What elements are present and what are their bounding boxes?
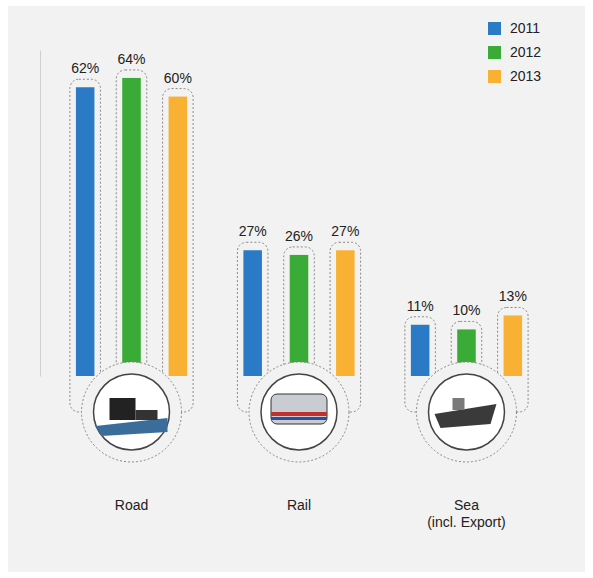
x-tick-label: Sea(incl. Export) [427, 497, 506, 530]
bar [243, 250, 262, 376]
x-tick-label: Road [115, 497, 148, 513]
icon-ring [249, 362, 349, 462]
train [271, 394, 327, 424]
legend-label: 2013 [510, 68, 541, 84]
x-tick-label: Rail [287, 497, 311, 513]
bar [122, 78, 141, 376]
legend: 2011 2012 2013 [488, 20, 541, 84]
icon-circle [94, 374, 170, 450]
capsule [116, 70, 147, 412]
road [96, 418, 168, 436]
bar [504, 315, 523, 376]
train-stripe [271, 417, 327, 420]
data-label: 11% [407, 298, 434, 314]
chart: 62% 64% 60% 27% 26% 27% 11% 10% 13% Road Rail Sea(i… [0, 0, 593, 578]
bar [290, 255, 309, 376]
data-label: 13% [499, 288, 527, 304]
bar [169, 97, 188, 376]
data-label: 60% [164, 70, 192, 86]
data-label: 26% [285, 228, 313, 244]
icon-ring [82, 362, 182, 462]
bar [336, 250, 355, 376]
background [8, 6, 585, 572]
icon-circle [261, 374, 337, 450]
bars [76, 78, 522, 376]
legend-swatch [488, 46, 501, 59]
capsules [70, 70, 528, 412]
data-label: 64% [117, 51, 145, 67]
legend-label: 2012 [510, 44, 541, 60]
bar [411, 325, 430, 376]
data-label: 27% [239, 223, 267, 239]
data-label: 10% [452, 302, 480, 318]
bar [76, 87, 95, 376]
icon-circle [428, 374, 504, 450]
y-axis [40, 51, 41, 377]
legend-swatch [488, 22, 501, 35]
icons [82, 362, 517, 462]
icon [82, 362, 182, 462]
data-label: 62% [71, 60, 99, 76]
icon [416, 362, 516, 462]
icon [249, 362, 349, 462]
data-label: 27% [331, 223, 359, 239]
capsule [70, 79, 101, 412]
legend-swatch [488, 70, 501, 83]
ship [434, 404, 496, 428]
truck-body [136, 410, 158, 420]
legend-label: 2011 [510, 20, 540, 36]
ship-deck [452, 398, 464, 410]
train-stripe [271, 412, 327, 416]
icon-ring [416, 362, 516, 462]
data-labels: 62% 64% 60% 27% 26% 27% 11% 10% 13% [71, 51, 527, 318]
y-axis-line [40, 51, 41, 377]
truck-cab [110, 398, 136, 420]
x-axis-labels: Road Rail Sea(incl. Export) [115, 497, 506, 530]
capsule [163, 89, 194, 412]
